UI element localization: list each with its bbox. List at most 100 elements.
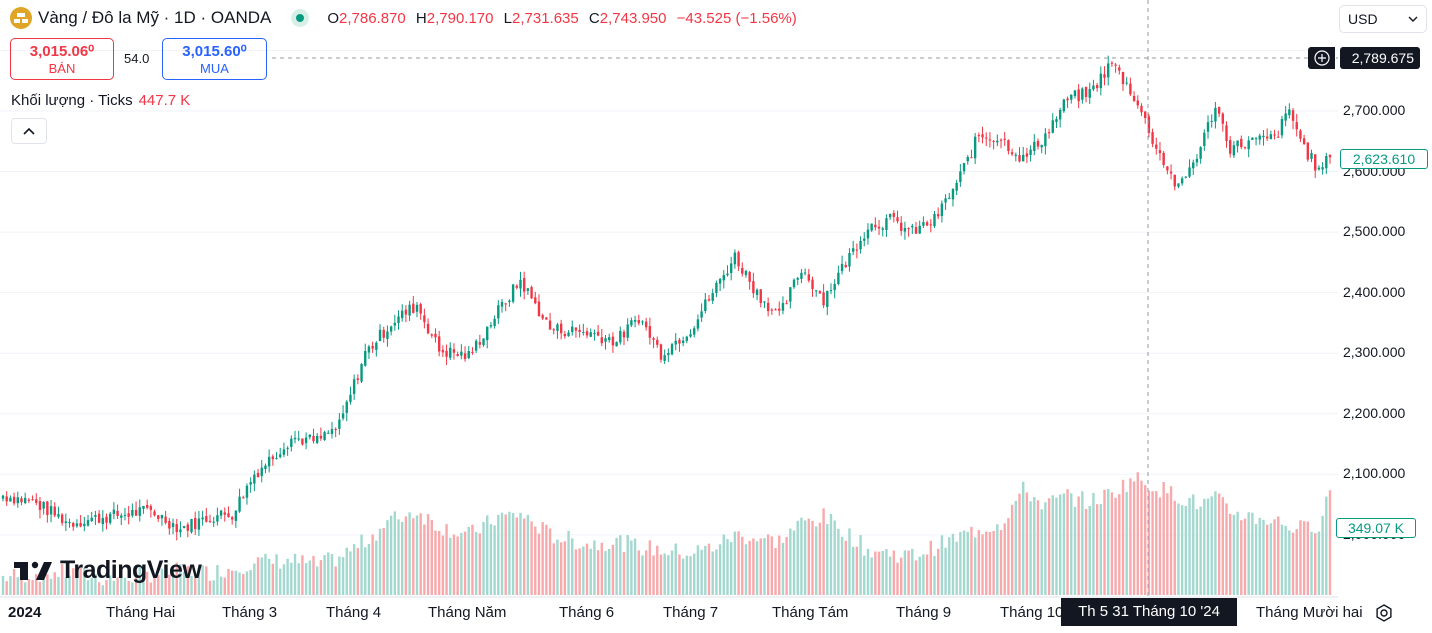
candle-body: [12, 496, 16, 504]
candle-body: [1162, 152, 1165, 166]
candle-body: [349, 394, 352, 402]
candle-body: [1033, 141, 1036, 151]
volume-bar: [914, 560, 918, 595]
volume-bar: [434, 530, 437, 595]
volume-bar: [1302, 521, 1306, 595]
volume-bar: [171, 572, 175, 595]
volume-bar: [441, 535, 445, 595]
volume-bar: [245, 571, 249, 595]
candle-body: [1103, 74, 1106, 78]
volume-bar: [981, 534, 984, 595]
volume-bar: [408, 512, 411, 595]
volume-bar: [474, 532, 478, 595]
volume-bar: [766, 534, 770, 595]
volume-bar: [1103, 489, 1106, 595]
volume-bar: [1310, 531, 1313, 595]
settings-button[interactable]: [1374, 603, 1394, 628]
volume-bar: [630, 540, 633, 595]
symbol-title[interactable]: Vàng / Đô la Mỹ · 1D · OANDA: [38, 8, 272, 27]
sell-label: BÁN: [48, 61, 76, 76]
candle-body: [966, 156, 969, 162]
candle-body: [127, 513, 130, 517]
candle-body: [826, 291, 829, 307]
volume-bar: [493, 525, 496, 595]
candle-body: [1314, 154, 1317, 171]
candle-body: [1107, 63, 1110, 78]
volume-bar: [944, 547, 947, 595]
candle-body: [863, 238, 866, 241]
candle-body: [327, 432, 330, 434]
candle-body: [903, 227, 907, 232]
candle-body: [90, 517, 93, 521]
candle-body: [138, 507, 141, 516]
volume-bar: [722, 534, 725, 595]
crosshair-price-tag: 2,789.675: [1340, 47, 1420, 69]
volume-bar: [79, 566, 82, 595]
candle-body: [341, 413, 345, 419]
last-price-tag: 2,623.610: [1340, 149, 1428, 169]
candle-body: [216, 515, 219, 522]
collapse-legend-button[interactable]: [11, 118, 47, 144]
candle-body: [866, 229, 870, 239]
brand-name: TradingView: [60, 556, 202, 584]
volume-bar: [190, 575, 193, 595]
candle-body: [201, 517, 204, 520]
volume-bar: [157, 575, 160, 595]
volume-bar: [1291, 532, 1295, 595]
candle-body: [186, 524, 190, 531]
candle-body: [260, 467, 263, 476]
volume-bar: [999, 530, 1003, 595]
candle-body: [312, 435, 315, 442]
volume-bar: [800, 517, 803, 595]
volume-bar: [105, 580, 108, 595]
sell-button[interactable]: 3,015.06⁰ BÁN: [10, 38, 114, 80]
candle-body: [1269, 134, 1273, 140]
chart-grid: [0, 49, 1338, 536]
volume-bar: [752, 538, 755, 595]
candle-body: [60, 514, 64, 523]
volume-bar: [992, 530, 995, 595]
candle-body: [460, 351, 463, 356]
volume-bar: [840, 536, 844, 595]
currency-select[interactable]: USD: [1339, 5, 1427, 33]
candle-body: [1021, 154, 1025, 162]
candle-body: [604, 338, 607, 342]
volume-bar: [859, 535, 862, 595]
candle-body: [123, 514, 127, 516]
candle-body: [955, 182, 958, 191]
volume-bar: [153, 576, 156, 595]
volume-bar: [386, 520, 389, 595]
volume-bar: [197, 568, 201, 595]
candle-body: [1125, 82, 1128, 84]
add-alert-button[interactable]: [1308, 47, 1335, 69]
volume-bar: [619, 535, 622, 595]
candle-body: [75, 523, 79, 527]
volume-bar: [907, 550, 910, 595]
candle-body: [608, 337, 611, 341]
volume-bar: [375, 540, 378, 595]
volume-bar: [463, 531, 467, 595]
volume-bar: [1044, 502, 1047, 595]
volume-bar: [656, 545, 659, 595]
candle-body: [20, 498, 23, 503]
volume-bar: [707, 543, 711, 595]
volume-bar: [1210, 496, 1213, 595]
candle-body: [851, 248, 855, 252]
volume-bar: [741, 536, 744, 595]
volume-bar: [75, 576, 79, 595]
candle-body: [644, 321, 648, 328]
volume-bar: [851, 546, 855, 595]
candle-body: [552, 329, 555, 331]
candle-body: [1221, 113, 1225, 124]
candle-body: [1062, 99, 1066, 112]
volume-bar: [1177, 503, 1180, 595]
buy-button[interactable]: 3,015.60⁰ MUA: [162, 38, 267, 80]
time-tick-label: Tháng 9: [896, 604, 952, 621]
volume-bar: [1051, 495, 1054, 595]
candle-body: [922, 222, 925, 226]
candle-body: [426, 323, 430, 334]
volume-bar: [134, 570, 138, 595]
price-tick-label: 2,700.000: [1343, 102, 1406, 118]
tradingview-logo[interactable]: TradingView: [14, 556, 202, 585]
